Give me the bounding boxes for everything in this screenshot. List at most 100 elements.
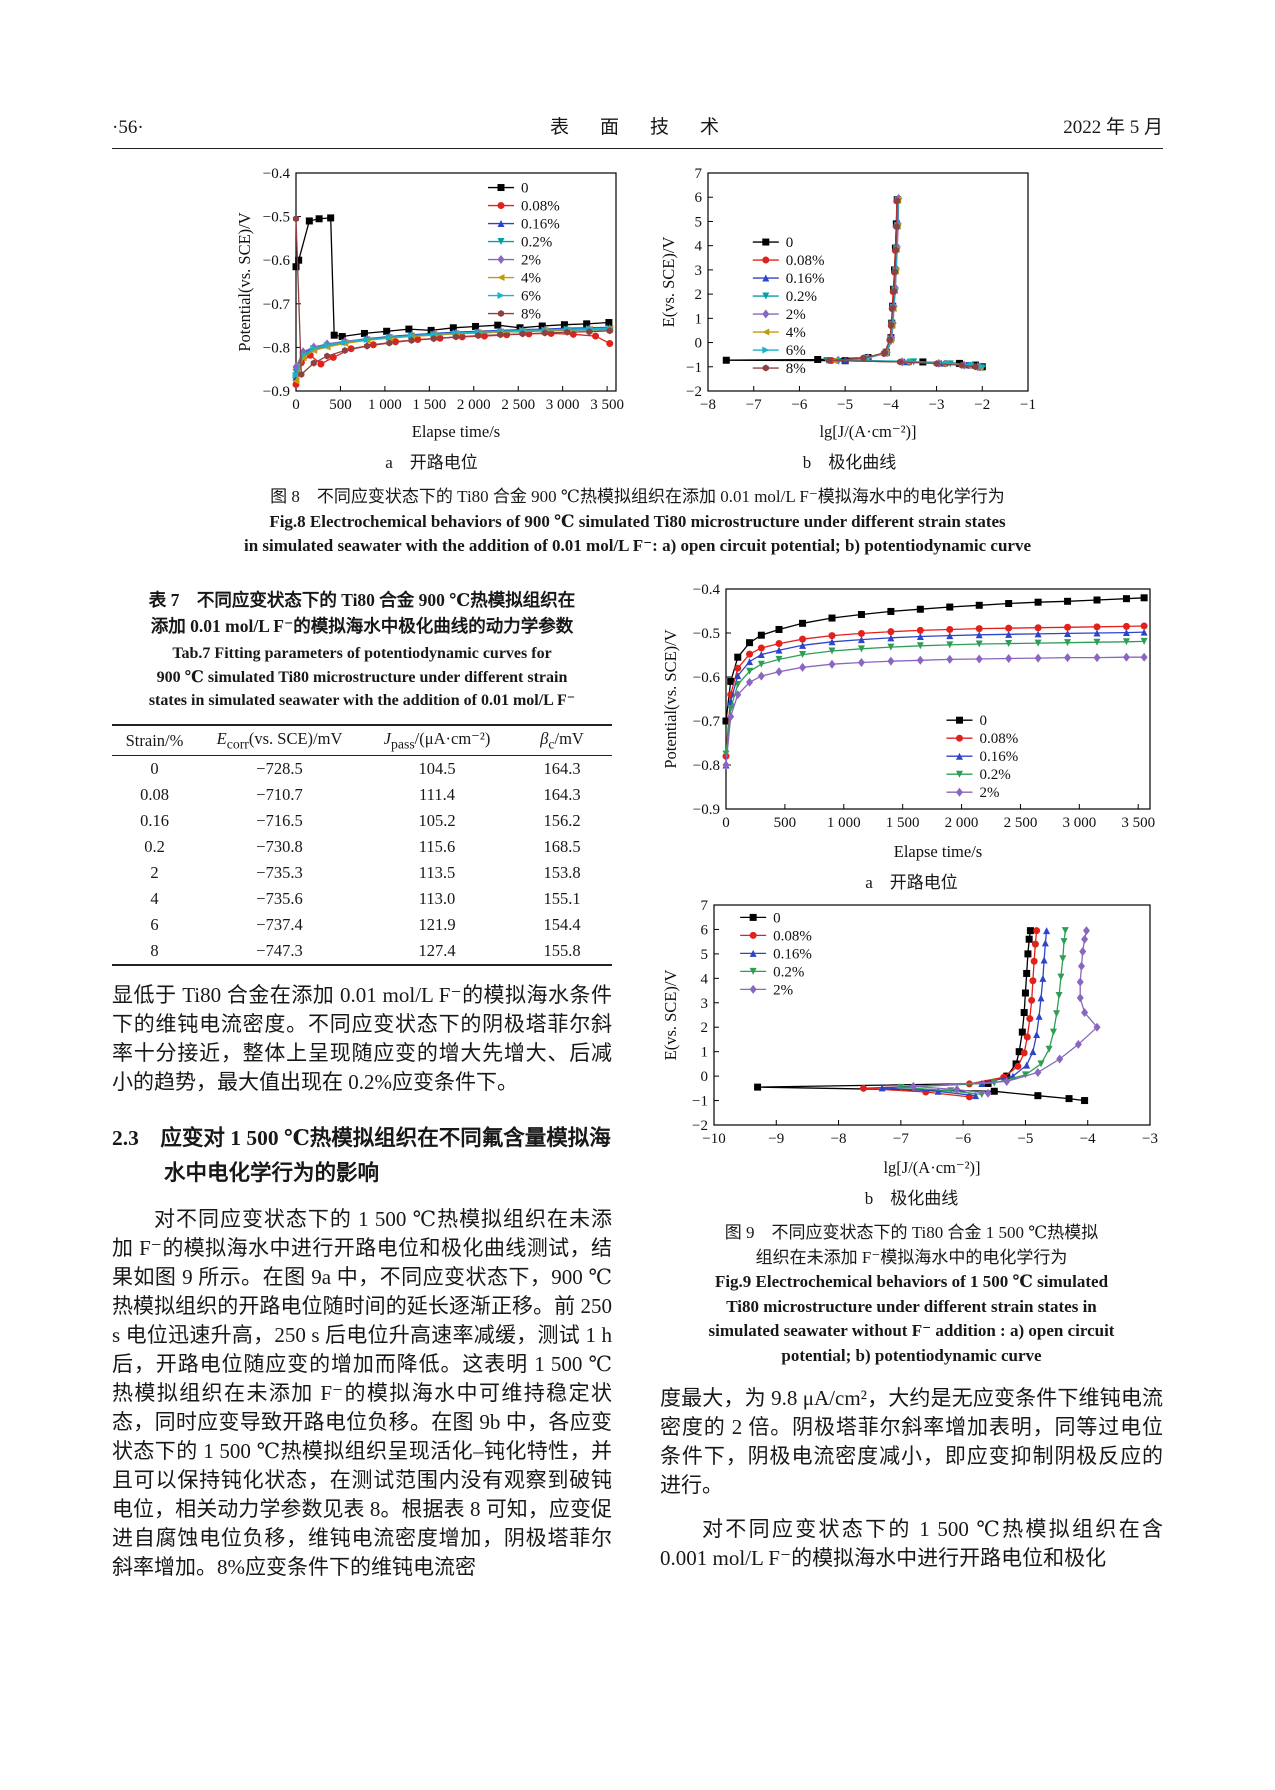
svg-text:−3: −3 [1142, 1131, 1158, 1147]
table7: Strain/% Ecorr(vs. SCE)/mV Jpass/(μA·cm⁻… [112, 724, 612, 966]
table-cell: 0.08 [140, 785, 169, 805]
table-cell: 113.0 [418, 889, 456, 909]
svg-text:8%: 8% [521, 307, 541, 323]
table-cell: 0.16 [140, 811, 169, 831]
figure8-caption-cn: 图 8 不同应变状态下的 Ti80 合金 900 ℃热模拟组织在添加 0.01 … [270, 487, 1005, 506]
table-cell: −735.3 [256, 863, 303, 883]
svg-text:500: 500 [774, 815, 797, 831]
svg-text:0.08%: 0.08% [785, 253, 824, 269]
table-cell: 4 [150, 889, 159, 909]
svg-text:−1: −1 [686, 360, 702, 376]
svg-text:0: 0 [785, 235, 793, 251]
figure8b-block: −8 −7 −6 −5 −4 −3 −2 −1 −2 −1 0 1 2 3 4 5 6 7 0 0.08% 0.16% 0… [658, 163, 1042, 473]
svg-text:500: 500 [329, 397, 352, 413]
svg-text:−0.4: −0.4 [693, 582, 721, 598]
table-cell: 6 [150, 915, 159, 935]
svg-text:−4: −4 [1080, 1131, 1096, 1147]
svg-text:Elapse time/s: Elapse time/s [411, 422, 499, 441]
svg-text:2: 2 [701, 1020, 709, 1036]
page-header: ·56· 表 面 技 术 2022 年 5 月 [112, 112, 1163, 139]
svg-text:7: 7 [701, 898, 709, 914]
figure9a-chart: 0 500 1 000 1 500 2 000 2 500 3 000 3 500 −0.9 −0… [660, 579, 1163, 865]
table-cell: 0.2 [144, 837, 165, 857]
fig9b-svg: −10 −9 −8 −7 −6 −5 −4 −3−2−10123456700.08%0.16%… [661, 898, 1158, 1177]
svg-text:3 500: 3 500 [590, 397, 624, 413]
body-paragraph: 对不同应变状态下的 1 500 ℃热模拟组织在含 0.001 mol/L F⁻的… [660, 1516, 1163, 1570]
table-header-row: Strain/% Ecorr(vs. SCE)/mV Jpass/(μA·cm⁻… [112, 724, 612, 756]
table7-tbody: 0 −728.5 104.5 164.3 0.08 −710.7 111.4 164.3 0.1… [112, 756, 612, 966]
svg-text:−7: −7 [893, 1131, 909, 1147]
col-betac: βc/mV [540, 728, 584, 752]
svg-text:−3: −3 [928, 397, 944, 413]
svg-text:−0.6: −0.6 [262, 253, 290, 269]
figure9-caption: 图 9 不同应变状态下的 Ti80 合金 1 500 ℃热模拟 组织在未添加 F… [660, 1221, 1163, 1369]
svg-text:2%: 2% [773, 982, 793, 998]
svg-text:4: 4 [701, 971, 709, 987]
table-cell: −728.5 [256, 759, 303, 779]
svg-text:4%: 4% [785, 325, 805, 341]
svg-text:−2: −2 [692, 1118, 708, 1134]
table-cell: 104.5 [418, 759, 456, 779]
svg-text:−1: −1 [1020, 397, 1036, 413]
svg-text:−0.7: −0.7 [693, 714, 721, 730]
body-paragraph: 对不同应变状态下的 1 500 ℃热模拟组织在未添加 F⁻的模拟海水中进行开路电… [112, 1207, 612, 1580]
table7-title-cn: 表 7 不同应变状态下的 Ti80 合金 900 ℃热模拟组织在 添加 0.01… [148, 589, 576, 637]
svg-text:−6: −6 [791, 397, 807, 413]
svg-text:−2: −2 [974, 397, 990, 413]
svg-text:1 500: 1 500 [412, 397, 446, 413]
table-row: 8 −747.3 127.4 155.8 [112, 938, 612, 966]
svg-text:Potential(vs. SCE)/V: Potential(vs. SCE)/V [235, 212, 254, 351]
table-cell: 111.4 [419, 785, 455, 805]
svg-text:Elapse time/s: Elapse time/s [894, 842, 982, 861]
svg-text:1 000: 1 000 [368, 397, 402, 413]
svg-text:3: 3 [694, 263, 702, 279]
table-cell: 115.6 [418, 837, 456, 857]
table-row: 0.2 −730.8 115.6 168.5 [112, 834, 612, 860]
svg-text:0: 0 [722, 815, 730, 831]
svg-text:−0.7: −0.7 [262, 297, 290, 313]
table-cell: 154.4 [543, 915, 581, 935]
figure9-caption-en-line1: Fig.9 Electrochemical behaviors of 1 500… [714, 1272, 1109, 1292]
svg-text:0.2%: 0.2% [521, 235, 552, 251]
svg-text:2 500: 2 500 [1004, 815, 1038, 831]
col-jpass: Jpass/(μA·cm⁻²) [383, 728, 491, 752]
table-cell: 155.8 [543, 941, 581, 961]
svg-text:2 000: 2 000 [945, 815, 979, 831]
svg-text:0.16%: 0.16% [979, 749, 1018, 765]
left-column: 表 7 不同应变状态下的 Ti80 合金 900 ℃热模拟组织在 添加 0.01… [112, 579, 612, 1582]
svg-text:−0.8: −0.8 [262, 340, 289, 356]
svg-text:0.08%: 0.08% [521, 199, 560, 215]
svg-text:3 000: 3 000 [545, 397, 579, 413]
svg-text:−0.5: −0.5 [262, 210, 289, 226]
svg-text:2%: 2% [979, 785, 999, 801]
figure9-caption-en-line2: Ti80 microstructure under different stra… [726, 1296, 1097, 1316]
svg-text:0.16%: 0.16% [773, 946, 812, 962]
issue-date: 2022 年 5 月 [1063, 117, 1163, 138]
right-column: 0 500 1 000 1 500 2 000 2 500 3 000 3 500 −0.9 −0… [660, 579, 1163, 1582]
figure8b-subcaption: b 极化曲线 [802, 453, 897, 472]
header-rule [112, 148, 1163, 149]
figure9-caption-cn-line2: 组织在未添加 F⁻模拟海水中的电化学行为 [755, 1247, 1068, 1267]
svg-text:−0.5: −0.5 [693, 626, 720, 642]
figure8: 0 500 1 000 1 500 2 000 2 500 3 000 3 500 −0.9 −0… [112, 163, 1163, 473]
figure9-caption-en-line3: simulated seawater without F⁻ addition :… [708, 1321, 1115, 1341]
figure8b-chart: −8 −7 −6 −5 −4 −3 −2 −1 −2 −1 0 1 2 3 4 5 6 7 0 0.08% 0.16% 0… [658, 163, 1042, 445]
svg-text:6%: 6% [521, 289, 541, 305]
table-row: 0 −728.5 104.5 164.3 [112, 756, 612, 783]
table-cell: 127.4 [418, 941, 456, 961]
page-number: ·56· [112, 117, 144, 138]
svg-text:−5: −5 [837, 397, 853, 413]
svg-text:1: 1 [701, 1045, 709, 1061]
table-cell: 121.9 [418, 915, 456, 935]
svg-text:6%: 6% [785, 343, 805, 359]
table-cell: −730.8 [256, 837, 303, 857]
svg-text:1 000: 1 000 [827, 815, 861, 831]
page: ·56· 表 面 技 术 2022 年 5 月 0 500 1 000 1 500 2 … [112, 112, 1163, 1582]
svg-text:−0.9: −0.9 [262, 384, 289, 400]
svg-text:0: 0 [979, 713, 987, 729]
svg-text:Potential(vs. SCE)/V: Potential(vs. SCE)/V [661, 629, 680, 768]
svg-text:3 500: 3 500 [1121, 815, 1155, 831]
figure8a-chart: 0 500 1 000 1 500 2 000 2 500 3 000 3 500 −0.9 −0… [234, 163, 630, 445]
figure9b-chart: −10 −9 −8 −7 −6 −5 −4 −3 −2 −1 0 1 2 3 4 5 6 7 0 0.08% 0.16%… [660, 895, 1163, 1181]
svg-text:0.16%: 0.16% [521, 217, 560, 233]
